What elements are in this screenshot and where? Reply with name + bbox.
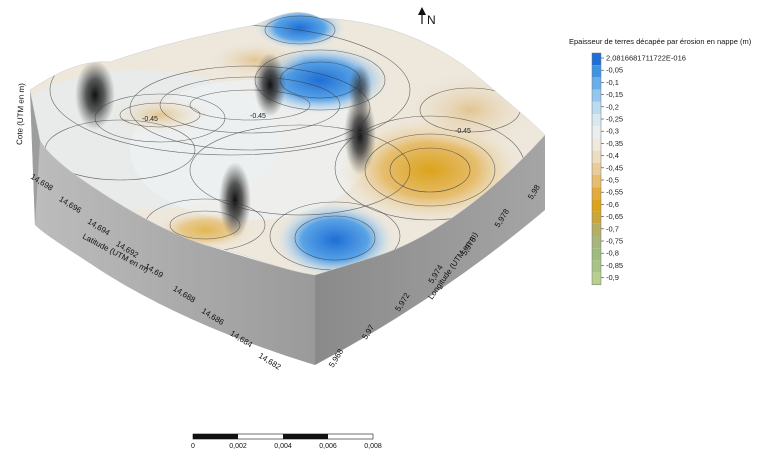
legend-label: -0,8: [606, 249, 619, 258]
legend-swatch: [592, 101, 601, 114]
contour-label: -0.45: [455, 128, 471, 135]
block-right-wall: [315, 135, 545, 365]
legend-swatch: [592, 223, 601, 236]
contour-label: -0.45: [142, 116, 158, 123]
legend-label: -0,5: [606, 176, 619, 185]
legend-label: -0,45: [606, 163, 623, 172]
legend-label: -0,9: [606, 273, 619, 282]
legend-swatch: [592, 272, 601, 285]
legend-label: -0,6: [606, 200, 619, 209]
legend-swatch: [592, 138, 601, 151]
z-axis-label: Cote (UTM en m): [15, 83, 26, 145]
legend-swatch: [592, 77, 601, 90]
legend-swatch: [592, 236, 601, 249]
legend-label: -0,2: [606, 102, 619, 111]
legend-swatch: [592, 150, 601, 163]
scale-bar: 0 0,002 0,004 0,006 0,008: [191, 433, 382, 450]
scale-label: 0,006: [319, 443, 337, 450]
legend-swatch: [592, 89, 601, 102]
legend-label: -0,55: [606, 188, 623, 197]
legend-label: -0,4: [606, 151, 619, 160]
legend-label: -0,3: [606, 127, 619, 136]
legend-label: -0,7: [606, 224, 619, 233]
legend-label: -0,65: [606, 212, 623, 221]
scale-label: 0: [191, 443, 195, 450]
legend-title: Epaisseur de terres décapée par érosion …: [569, 37, 752, 46]
contour-label: -0.45: [250, 113, 266, 120]
legend-label: -0,15: [606, 90, 623, 99]
legend-swatch: [592, 248, 601, 261]
legend-label: -0,05: [606, 66, 623, 75]
legend-swatch: [592, 162, 601, 175]
legend-swatch: [592, 211, 601, 224]
north-label: N: [427, 13, 436, 27]
surface-outline: [29, 12, 546, 276]
legend-label: -0,35: [606, 139, 623, 148]
legend-label: -0,1: [606, 78, 619, 87]
legend-swatch: [592, 199, 601, 212]
legend-swatch: [592, 126, 601, 139]
legend-swatch: [592, 114, 601, 127]
legend-swatch: [592, 187, 601, 200]
block-left-wall: [30, 90, 315, 365]
scale-label: 0,008: [364, 443, 382, 450]
legend-swatch: [592, 175, 601, 188]
legend: Epaisseur de terres décapée par érosion …: [569, 37, 752, 286]
legend-label: -0,85: [606, 261, 623, 270]
legend-swatch: [592, 53, 601, 66]
legend-label: -0,75: [606, 237, 623, 246]
block-back-wall: [30, 90, 40, 225]
legend-swatch: [592, 65, 601, 78]
legend-label: 2,0816681711722E-016: [606, 54, 686, 63]
legend-colorbar-frame: [591, 52, 602, 286]
legend-label: -0,25: [606, 115, 623, 124]
north-arrow: N: [418, 7, 436, 27]
y-tick-label: 14,682: [257, 351, 283, 372]
scale-label: 0,002: [229, 443, 247, 450]
legend-swatch: [592, 260, 601, 273]
scale-label: 0,004: [274, 443, 292, 450]
